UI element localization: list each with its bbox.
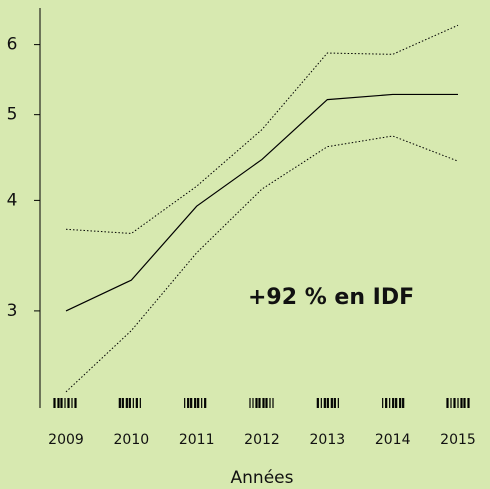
rug <box>53 398 470 408</box>
x-tick-label: 2009 <box>48 432 84 448</box>
x-tick-label: 2012 <box>244 432 280 448</box>
y-tick-label: 6 <box>7 35 18 55</box>
x-tick-label: 2015 <box>440 432 476 448</box>
x-tick-label: 2011 <box>179 432 215 448</box>
annotation: +92 % en IDF <box>248 285 414 310</box>
x-axis-label: Années <box>231 468 294 488</box>
x-tick-label: 2010 <box>114 432 150 448</box>
x-tick-label: 2014 <box>375 432 411 448</box>
series-line <box>65 93 458 312</box>
y-tick-label: 4 <box>7 190 18 210</box>
x-tick-label: 2013 <box>310 432 346 448</box>
y-tick-label: 3 <box>7 301 18 321</box>
y-tick-label: 5 <box>7 105 18 125</box>
